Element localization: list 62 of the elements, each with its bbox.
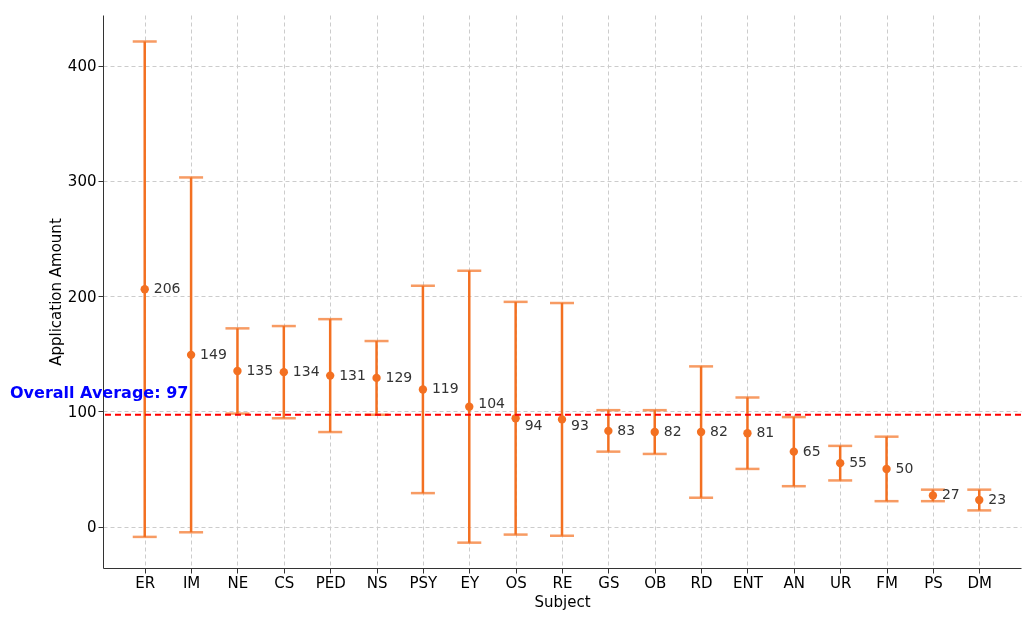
point xyxy=(372,373,381,383)
x-tick-label: PS xyxy=(924,573,943,592)
data-label: 94 xyxy=(524,416,543,433)
point xyxy=(975,495,984,505)
x-tick-label: DM xyxy=(967,573,993,592)
x-tick-label: UR xyxy=(829,573,852,592)
data-label: 82 xyxy=(710,423,728,440)
data-label: 93 xyxy=(571,416,589,433)
point xyxy=(789,447,798,456)
x-tick-label: RE xyxy=(552,573,573,592)
x-tick-label: FM xyxy=(876,573,898,592)
data-label: 131 xyxy=(339,366,366,383)
y-tick-label: 0 xyxy=(86,518,97,537)
x-tick-label: OB xyxy=(644,573,667,592)
y-tick-label: 400 xyxy=(67,57,97,76)
x-tick-label: ER xyxy=(135,573,156,592)
data-label: 129 xyxy=(385,368,413,385)
data-label: 81 xyxy=(756,424,775,441)
x-tick-label: RD xyxy=(690,573,713,592)
data-label: 135 xyxy=(246,361,274,378)
x-tick-label: NE xyxy=(227,573,249,592)
point xyxy=(836,458,845,468)
data-label: 149 xyxy=(200,345,227,362)
point xyxy=(882,464,891,474)
x-tick-label: GS xyxy=(598,573,620,592)
x-tick-label: IM xyxy=(182,573,201,592)
data-label: 104 xyxy=(478,394,506,411)
y-tick-label: 300 xyxy=(67,172,97,191)
x-tick-label: ENT xyxy=(733,573,764,592)
point xyxy=(233,366,242,376)
y-tick-label: 100 xyxy=(67,402,97,421)
point xyxy=(326,371,335,380)
data-label: 27 xyxy=(941,486,960,503)
x-tick-label: CS xyxy=(274,573,295,592)
data-label: 50 xyxy=(895,459,914,476)
x-axis-title: Subject xyxy=(534,592,591,611)
data-label: 65 xyxy=(802,442,821,459)
data-label: 134 xyxy=(292,363,320,380)
data-label: 82 xyxy=(663,423,682,440)
x-tick-label: NS xyxy=(366,573,388,592)
point xyxy=(696,427,706,437)
point xyxy=(140,285,149,294)
point xyxy=(418,385,428,394)
data-label: 55 xyxy=(849,454,868,471)
data-label: 23 xyxy=(988,491,1007,508)
x-tick-label: OS xyxy=(505,573,527,592)
data-label: 206 xyxy=(153,280,181,297)
point xyxy=(465,402,474,411)
x-tick-label: EY xyxy=(460,573,480,592)
point xyxy=(743,429,752,438)
point xyxy=(604,426,613,436)
y-axis-title: Application Amount xyxy=(46,218,65,366)
data-label: 83 xyxy=(617,421,636,438)
x-tick-label: PSY xyxy=(409,573,439,592)
point xyxy=(557,415,567,424)
x-tick-label: AN xyxy=(783,573,806,592)
point xyxy=(650,427,659,437)
point xyxy=(279,367,288,377)
data-label: 119 xyxy=(431,380,459,397)
x-tick-label: PED xyxy=(315,573,346,592)
point xyxy=(186,350,196,360)
y-tick-label: 200 xyxy=(67,287,97,306)
